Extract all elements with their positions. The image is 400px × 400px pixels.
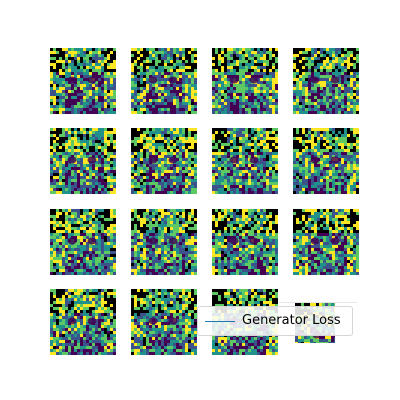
legend: Generator Loss bbox=[197, 306, 353, 336]
sample-image-3 bbox=[212, 48, 278, 114]
sample-image-2 bbox=[131, 48, 197, 114]
sample-image-6 bbox=[131, 128, 197, 194]
sample-image-1 bbox=[50, 48, 116, 114]
sample-image-11 bbox=[212, 209, 278, 275]
sample-image-14 bbox=[131, 289, 197, 355]
sample-image-7 bbox=[212, 128, 278, 194]
sample-image-9 bbox=[50, 209, 116, 275]
sample-image-13 bbox=[50, 289, 116, 355]
sample-image-12 bbox=[293, 209, 359, 275]
sample-image-4 bbox=[293, 48, 359, 114]
sample-image-8 bbox=[293, 128, 359, 194]
sample-image-10 bbox=[131, 209, 197, 275]
legend-line-swatch bbox=[205, 321, 235, 322]
sample-image-5 bbox=[50, 128, 116, 194]
legend-label: Generator Loss bbox=[242, 313, 341, 328]
loss-plot-axis-edge bbox=[279, 302, 357, 303]
